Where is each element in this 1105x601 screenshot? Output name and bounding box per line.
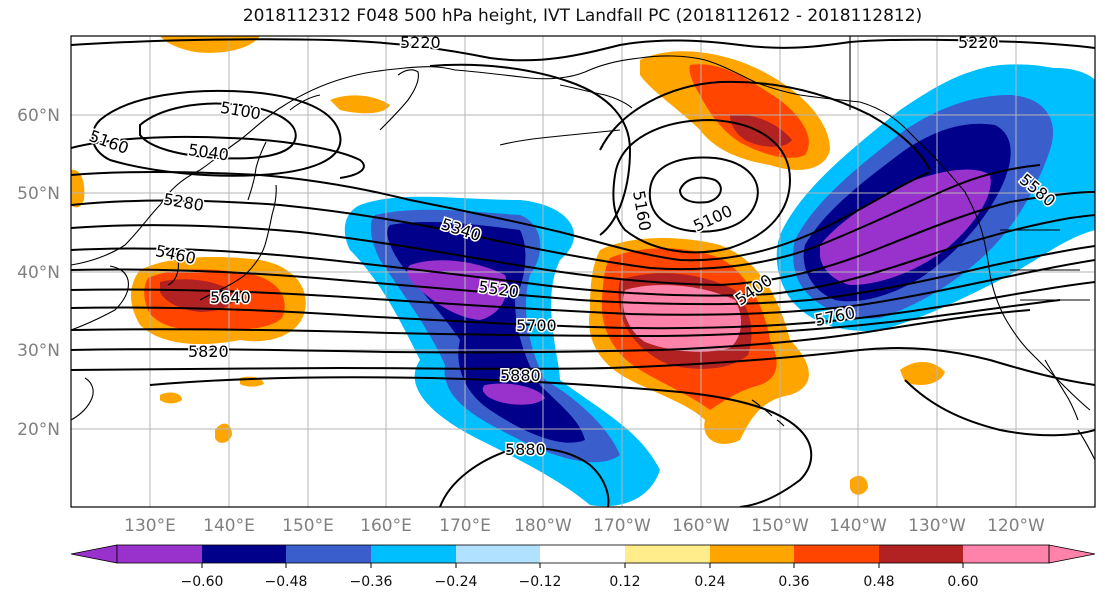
lon-label-130w: 130°W xyxy=(908,516,966,536)
lon-label-150w: 150°W xyxy=(751,516,809,536)
latitude-labels: 60°N 50°N 40°N 30°N 20°N xyxy=(17,106,60,440)
ivt-shade-orange-blob3 xyxy=(850,475,868,495)
contour-label-5880-south: 5880 xyxy=(505,440,546,459)
contour-label-5220-ne: 5220 xyxy=(958,33,999,52)
contour-label-5880-north: 5880 xyxy=(500,366,541,385)
lon-label-160w: 160°W xyxy=(672,516,730,536)
ivt-shade-orange-blob2 xyxy=(900,361,945,385)
ivt-shade-purple-small xyxy=(482,383,545,405)
colorbar: −0.60 −0.48 −0.36 −0.24 −0.12 0.12 0.24 … xyxy=(70,544,1096,590)
colorbar-tick--0.60: −0.60 xyxy=(181,574,224,590)
lat-label-40n: 40°N xyxy=(17,263,60,283)
colorbar-bin-1 xyxy=(117,545,202,563)
colorbar-bin-7 xyxy=(625,545,710,563)
height-contours xyxy=(71,38,1095,507)
lat-label-20n: 20°N xyxy=(17,420,60,440)
colorbar-tick--0.12: −0.12 xyxy=(519,574,562,590)
colorbar-bin-5 xyxy=(456,545,540,563)
colorbar-bin-2 xyxy=(202,545,286,563)
ivt-shade-sky-nw xyxy=(1040,68,1095,120)
ivt-shade-firebrick-japan xyxy=(160,279,236,312)
contour-label-5220-north: 5220 xyxy=(400,33,441,52)
colorbar-bin-10 xyxy=(879,545,963,563)
colorbar-bin-9 xyxy=(794,545,879,563)
colorbar-bin-4 xyxy=(371,545,456,563)
colorbar-tick--0.24: −0.24 xyxy=(435,574,478,590)
lon-label-130e: 130°E xyxy=(124,516,176,536)
lon-label-170w: 170°W xyxy=(593,516,651,536)
colorbar-tick-0.24: 0.24 xyxy=(694,574,725,590)
map-title: 2018112312 F048 500 hPa height, IVT Land… xyxy=(242,6,923,26)
lon-label-150e: 150°E xyxy=(282,516,334,536)
colorbar-tick-0.48: 0.48 xyxy=(863,574,894,590)
map-border xyxy=(70,35,1096,508)
colorbar-tick--0.48: −0.48 xyxy=(265,574,308,590)
longitude-labels: 130°E 140°E 150°E 160°E 170°E 180°W 170°… xyxy=(124,516,1045,536)
colorbar-tick--0.36: −0.36 xyxy=(350,574,393,590)
lon-label-140e: 140°E xyxy=(203,516,255,536)
ivt-shade-firebrick-north xyxy=(730,114,792,147)
colorbar-frame xyxy=(116,544,1050,564)
ivt-shade-orange-blob4 xyxy=(160,392,182,404)
colorbar-tick-0.36: 0.36 xyxy=(778,574,809,590)
colorbar-arrow-left xyxy=(70,544,118,564)
ivt-shade-orange-blob1 xyxy=(215,423,232,443)
colorbar-bin-6 xyxy=(540,545,625,563)
colorbar-bin-8 xyxy=(710,545,794,563)
lat-label-30n: 30°N xyxy=(17,341,60,361)
lon-label-170e: 170°E xyxy=(439,516,491,536)
lon-label-180w: 180°W xyxy=(514,516,572,536)
colorbar-arrow-right xyxy=(1048,544,1096,564)
lon-label-140w: 140°W xyxy=(829,516,887,536)
ivt-shade-orange-left xyxy=(71,169,85,208)
contour-label-5640: 5640 xyxy=(210,288,251,307)
ivt-positive-shading xyxy=(71,36,945,495)
contour-label-5700: 5700 xyxy=(516,316,557,335)
colorbar-tick-0.12: 0.12 xyxy=(609,574,640,590)
lat-label-60n: 60°N xyxy=(17,106,60,126)
colorbar-tick-0.60: 0.60 xyxy=(947,574,978,590)
contour-label-5820: 5820 xyxy=(188,342,229,361)
lon-label-120w: 120°W xyxy=(987,516,1045,536)
colorbar-bin-3 xyxy=(286,545,371,563)
colorbar-bin-11 xyxy=(963,545,1049,563)
coastlines xyxy=(71,36,1095,461)
ivt-shade-purple-east xyxy=(820,169,991,285)
ivt-shade-orange-nw2 xyxy=(330,95,390,114)
lat-label-50n: 50°N xyxy=(17,184,60,204)
lon-label-160e: 160°E xyxy=(360,516,412,536)
